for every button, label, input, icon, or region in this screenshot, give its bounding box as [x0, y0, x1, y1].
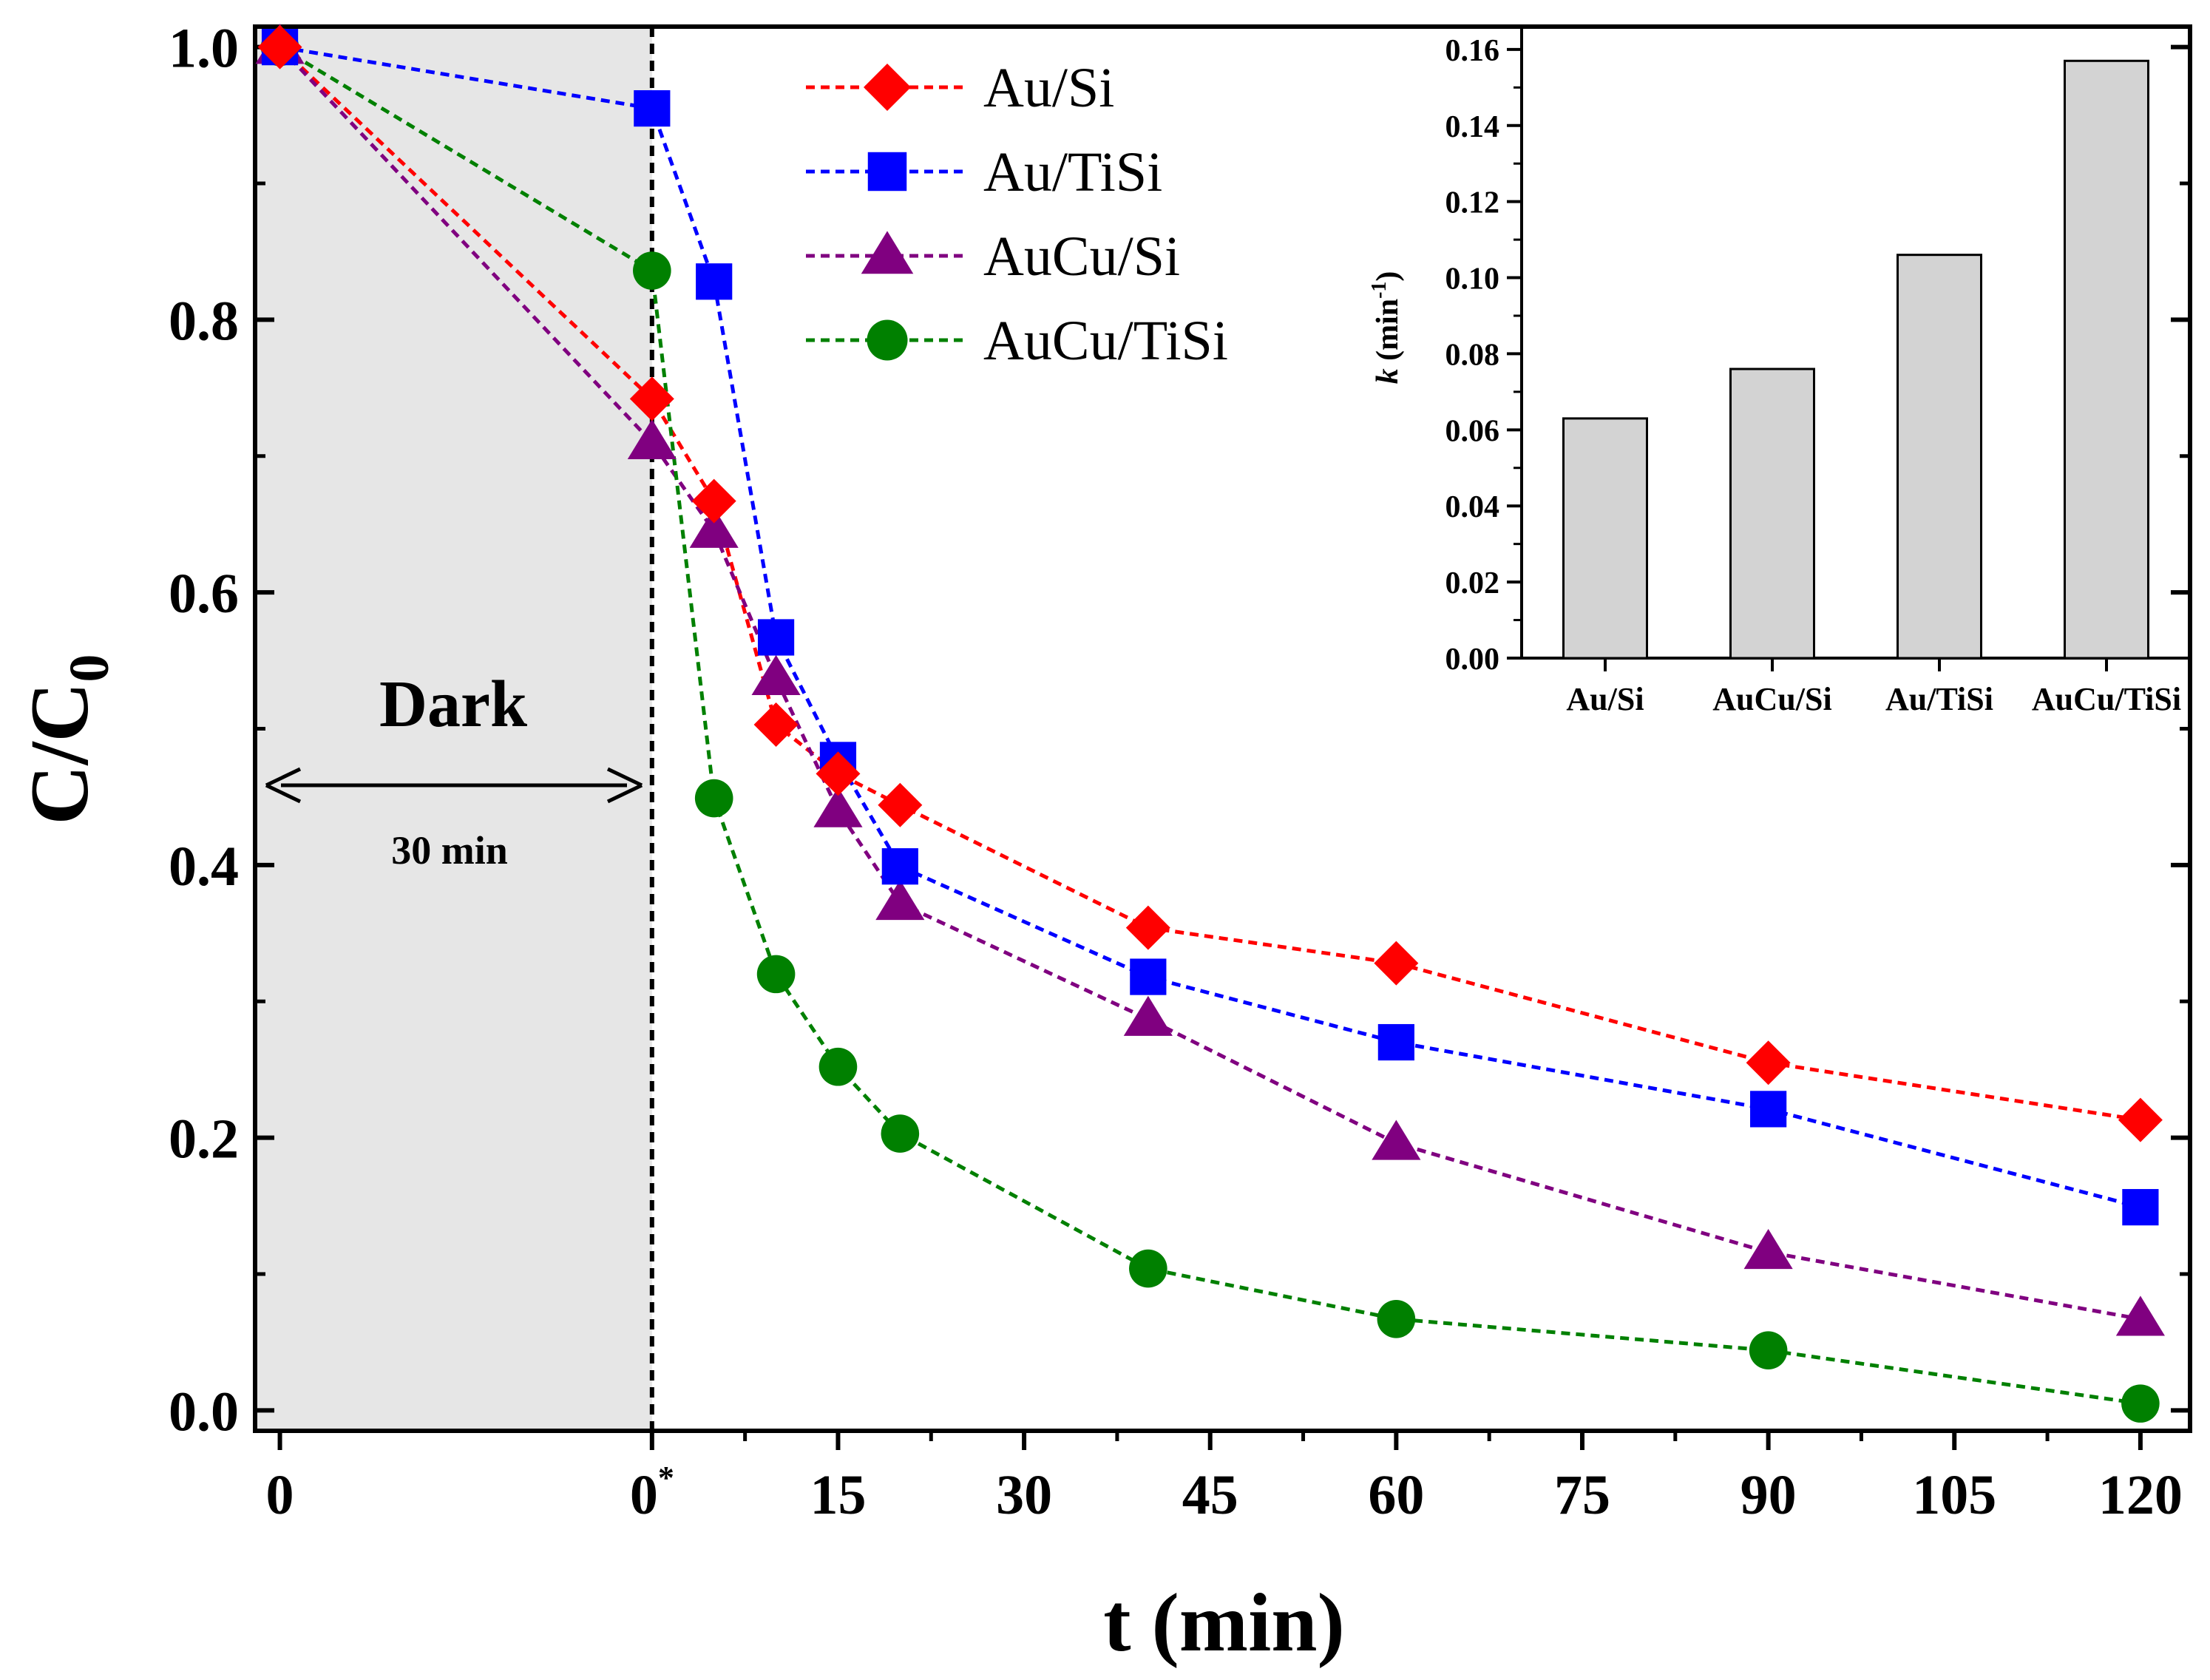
data-point — [257, 24, 302, 70]
data-point — [1123, 995, 1173, 1036]
inset-y-tick-label: 0.10 — [1445, 262, 1500, 297]
series-line-aucu-tisi — [279, 45, 2141, 1406]
x-tick-label: 45 — [1182, 1464, 1238, 1526]
data-point — [2122, 1189, 2159, 1226]
data-point — [633, 251, 671, 290]
data-point — [2115, 1295, 2165, 1336]
x-tick-label: 30 — [996, 1464, 1052, 1526]
data-point — [2121, 1384, 2160, 1423]
legend-marker — [864, 64, 911, 111]
data-point — [751, 654, 801, 695]
y-tick-label: 0.0 — [169, 1381, 239, 1443]
y-tick-label: 0.8 — [169, 290, 239, 352]
inset-y-tick-label: 0.06 — [1445, 414, 1500, 448]
duration-label: 30 min — [391, 828, 508, 873]
inset-y-tick-label: 0.14 — [1445, 110, 1500, 144]
data-point — [756, 955, 796, 994]
x-tick-label: 60 — [1368, 1464, 1424, 1526]
x-tick-label: 120 — [2098, 1464, 2183, 1526]
legend-marker — [861, 231, 914, 274]
legend-label: AuCu/TiSi — [983, 310, 1228, 372]
data-point — [1129, 1249, 1167, 1288]
data-point — [878, 782, 923, 827]
data-point — [1372, 1120, 1421, 1160]
data-point — [1125, 905, 1170, 950]
series-line-aucu-si — [278, 45, 2141, 1321]
data-point — [1743, 1228, 1793, 1270]
legend-marker — [867, 319, 908, 361]
data-point — [691, 478, 736, 524]
legend-label: Au/TiSi — [983, 141, 1162, 203]
data-point — [689, 507, 739, 548]
dark-region — [255, 27, 652, 1431]
inset-y-tick-label: 0.04 — [1445, 490, 1500, 524]
data-point — [1377, 1023, 1414, 1061]
inset-x-tick-label: AuCu/Si — [1712, 681, 1831, 717]
data-point — [2118, 1097, 2163, 1142]
data-point — [694, 779, 733, 818]
data-point — [753, 702, 799, 747]
legend-label: Au/Si — [983, 57, 1114, 119]
y-tick-label: 0.6 — [169, 563, 239, 625]
legend-marker — [867, 152, 907, 192]
data-point — [629, 376, 674, 421]
inset-x-tick-label: AuCu/TiSi — [2032, 681, 2181, 717]
data-point — [696, 263, 733, 300]
inset-x-tick-label: Au/TiSi — [1885, 681, 1993, 717]
data-point — [757, 619, 795, 656]
data-point — [1377, 1300, 1416, 1338]
data-point — [1130, 958, 1167, 995]
inset-x-tick-label: Au/Si — [1566, 681, 1644, 717]
x-tick-label: 0* — [630, 1460, 674, 1526]
data-point — [1749, 1331, 1788, 1370]
data-point — [627, 419, 677, 460]
arrow-head-left-icon — [265, 767, 302, 804]
series-line-au-tisi — [279, 45, 2141, 1210]
arrow-head-right-icon — [606, 767, 643, 804]
dark-label: Dark — [379, 668, 527, 741]
y-axis-label: C/C0 — [14, 654, 121, 825]
data-point — [1374, 941, 1419, 986]
x-tick-label: 15 — [810, 1464, 866, 1526]
legend-label: AuCu/Si — [983, 226, 1180, 288]
x-axis-label: t (min) — [1103, 1577, 1345, 1669]
inset-y-tick-label: 0.16 — [1445, 34, 1500, 68]
data-point — [818, 1047, 858, 1086]
inset-bar — [1729, 368, 1815, 660]
inset-bar — [2064, 59, 2149, 660]
x-tick-label: 75 — [1554, 1464, 1610, 1526]
y-tick-label: 0.2 — [169, 1108, 239, 1171]
data-point — [813, 787, 863, 827]
data-point — [1746, 1040, 1791, 1085]
data-point — [875, 879, 925, 921]
data-point — [1750, 1091, 1787, 1128]
inset-y-tick-label: 0.08 — [1445, 338, 1500, 372]
x-tick-label: 105 — [1912, 1464, 1996, 1526]
data-point — [881, 848, 918, 885]
inset-y-tick-label: 0.00 — [1445, 643, 1500, 677]
series-line-au-si — [278, 45, 2141, 1122]
inset-y-axis-label: k (min-1) — [1368, 271, 1405, 385]
y-tick-label: 0.4 — [169, 836, 239, 898]
x-tick-label: 90 — [1740, 1464, 1797, 1526]
x-tick-label: 0 — [266, 1464, 294, 1526]
y-tick-label: 1.0 — [169, 18, 239, 80]
data-point — [816, 751, 861, 796]
inset-y-tick-label: 0.12 — [1445, 186, 1500, 220]
data-point — [634, 90, 671, 127]
inset-bar — [1562, 417, 1648, 660]
inset-y-tick-label: 0.02 — [1445, 566, 1500, 600]
data-point — [881, 1114, 920, 1153]
inset-bar — [1897, 254, 1982, 660]
